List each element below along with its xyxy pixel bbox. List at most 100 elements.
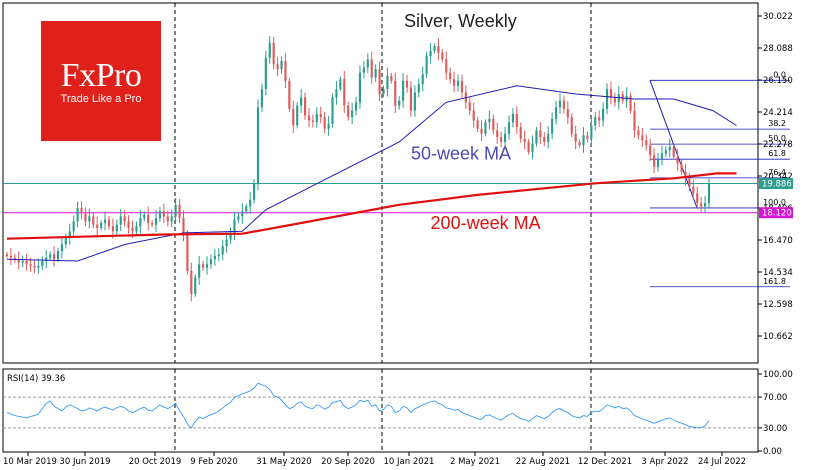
candle-body [331, 97, 334, 124]
candle-body [484, 122, 487, 134]
candle-body [590, 125, 593, 139]
fib-level-label: 0.0 [773, 70, 786, 79]
candle-body [217, 254, 220, 257]
rsi-label: RSI(14) 39.36 [7, 374, 65, 384]
x-tick-label: 12 Dec 2021 [578, 457, 632, 467]
fib-level-label: 38.2 [768, 119, 786, 128]
candle-body [456, 80, 460, 86]
candle-body [598, 117, 601, 121]
x-tick-label: 9 Feb 2020 [190, 457, 238, 467]
candle-body [496, 130, 499, 138]
candle-body [417, 84, 420, 93]
candle-body [103, 219, 107, 223]
candle-body [570, 117, 573, 134]
rsi-tick-label: 0.00 [763, 447, 782, 457]
svg-text:18.120: 18.120 [762, 209, 792, 219]
current-price-tag: 19.886 [759, 178, 793, 190]
candle-body [49, 254, 52, 258]
annotation-50-week-ma: 50-week MA [411, 143, 511, 163]
candle-body [284, 60, 287, 81]
candle-body [676, 156, 679, 164]
candle-body [194, 277, 197, 295]
candle-body [351, 110, 354, 118]
candle-body [437, 46, 440, 53]
candle-body [178, 204, 181, 219]
candle-body [500, 137, 503, 142]
candle-body [453, 79, 456, 86]
candle-body [170, 216, 173, 222]
candle-body [205, 264, 209, 268]
candle-body [143, 214, 146, 219]
candle-body [186, 234, 189, 271]
candle-body [158, 211, 162, 219]
candle-body [602, 108, 605, 121]
candle-body [221, 246, 224, 255]
rsi-axis: 100.00 70.00 30.00 0.00 [758, 370, 793, 457]
candle-body [409, 87, 413, 111]
candle-body [29, 264, 32, 266]
candle-body [433, 46, 436, 52]
candle-body [413, 92, 416, 111]
candle-body [288, 80, 291, 109]
fib-level-label: 61.8 [768, 149, 786, 158]
candle-body [370, 59, 373, 78]
y-tick-label: 30.022 [763, 12, 793, 22]
candle-body [382, 89, 385, 95]
candle-body [190, 270, 193, 295]
candle-body [696, 193, 699, 204]
candle-body [253, 183, 256, 200]
annotation-200-week-ma: 200-week MA [431, 213, 541, 233]
candle-body [362, 67, 365, 73]
candle-body [107, 219, 111, 227]
candle-body [492, 118, 495, 131]
y-tick-label: 24.214 [763, 108, 793, 118]
candle-body [64, 237, 67, 245]
candle-body [680, 163, 683, 172]
candle-body [637, 130, 640, 136]
y-tick-label: 12.598 [763, 300, 793, 310]
candle-body [629, 95, 632, 111]
candle-body [13, 257, 16, 260]
candle-body [162, 211, 165, 217]
candle-body [609, 89, 613, 98]
candle-body [378, 69, 381, 95]
candle-body [307, 115, 311, 121]
candle-body [37, 265, 40, 268]
candle-body [613, 97, 616, 103]
candle-body [268, 42, 271, 58]
candle-body [707, 183, 711, 204]
candle-body [535, 130, 538, 144]
candle-body [315, 113, 318, 123]
fib-level-label: 161.8 [763, 277, 786, 286]
candle-body [562, 100, 565, 109]
candle-body [198, 264, 201, 278]
candle-body [280, 60, 283, 70]
candle-body [554, 107, 558, 119]
candle-body [586, 135, 589, 139]
candle-body [488, 118, 491, 123]
candle-body [233, 219, 236, 233]
y-tick-label: 16.470 [763, 236, 793, 246]
candle-body [449, 72, 452, 80]
candle-body [566, 108, 569, 118]
candle-body [272, 42, 275, 65]
candle-body [245, 206, 248, 212]
period-separators [174, 3, 592, 452]
candle-body [76, 208, 79, 222]
candle-body [354, 102, 358, 111]
candle-body [398, 100, 401, 106]
fib-level-label: 100.0 [763, 198, 786, 207]
candle-body [100, 222, 103, 228]
candle-body [60, 244, 63, 252]
candle-body [166, 216, 169, 222]
candle-body [700, 203, 703, 207]
candle-body [182, 218, 185, 235]
candle-body [366, 59, 369, 68]
candle-body [135, 226, 138, 232]
candle-body [390, 75, 393, 81]
candle-body [633, 110, 636, 131]
candle-body [343, 79, 346, 106]
candle-body [249, 199, 252, 207]
candle-body [480, 128, 483, 134]
